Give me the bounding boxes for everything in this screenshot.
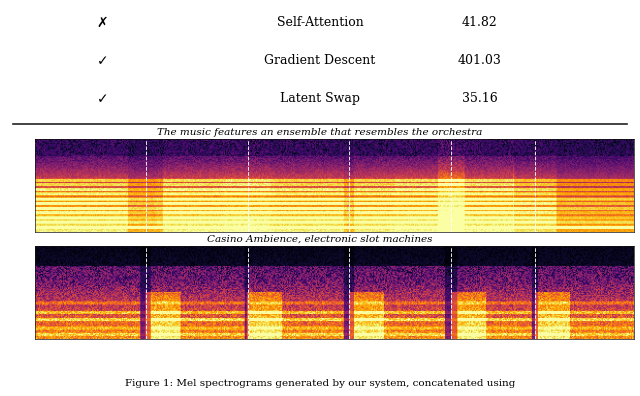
Text: Gradient Descent: Gradient Descent [264,54,376,67]
Text: 35.16: 35.16 [462,92,498,105]
Text: Figure 1: Mel spectrograms generated by our system, concatenated using: Figure 1: Mel spectrograms generated by … [125,379,515,388]
Text: Latent Swap: Latent Swap [280,92,360,105]
Text: ✓: ✓ [97,92,108,106]
Text: 41.82: 41.82 [462,16,498,29]
Text: 401.03: 401.03 [458,54,502,67]
Text: ✗: ✗ [97,16,108,30]
Text: Self-Attention: Self-Attention [276,16,364,29]
Text: The music features an ensemble that resembles the orchestra: The music features an ensemble that rese… [157,128,483,137]
Text: ✓: ✓ [97,54,108,68]
Text: Casino Ambience, electronic slot machines: Casino Ambience, electronic slot machine… [207,234,433,244]
